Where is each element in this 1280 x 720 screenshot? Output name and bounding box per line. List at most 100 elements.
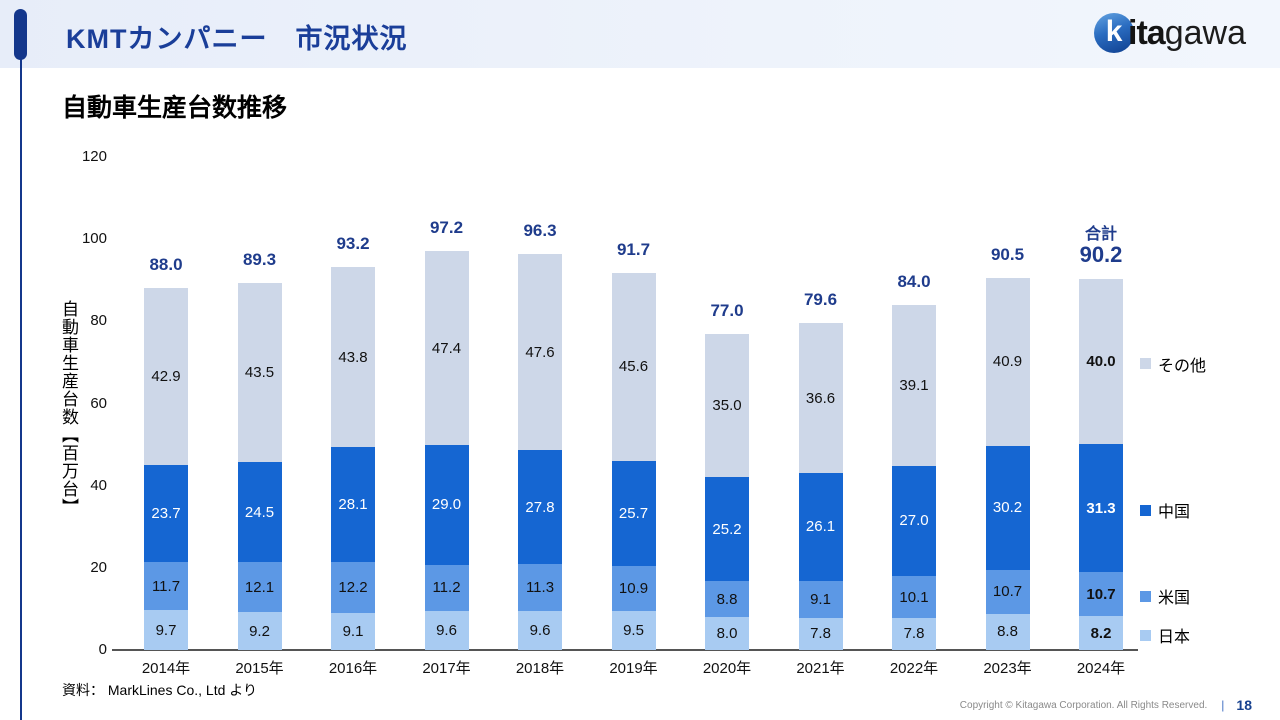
logo-text-bold: ita xyxy=(1128,13,1166,52)
y-axis-tick-label: 20 xyxy=(90,558,107,576)
bar-segment: 9.6 xyxy=(518,610,562,650)
bar-value-label: 7.8 xyxy=(810,625,831,643)
bar-segment: 30.2 xyxy=(985,445,1030,570)
bar-value-label: 8.0 xyxy=(716,625,738,643)
bar-segment: 25.2 xyxy=(705,477,749,581)
bar-value-label: 25.2 xyxy=(712,520,742,538)
bar-value-label: 11.7 xyxy=(151,577,181,595)
x-axis-category-label: 2021年 xyxy=(796,660,845,677)
bar-value-label: 40.9 xyxy=(992,353,1023,371)
bar-value-label: 9.6 xyxy=(436,621,457,639)
bar-segment: 8.2 xyxy=(1079,616,1123,650)
total-label: 96.3 xyxy=(523,221,557,241)
bar-value-label: 8.8 xyxy=(997,623,1018,641)
bar-segment: 29.0 xyxy=(424,445,469,565)
bar-value-label: 23.7 xyxy=(151,504,181,522)
bar-segment: 9.7 xyxy=(144,610,188,650)
logo-text-light: gawa xyxy=(1164,13,1246,52)
y-axis-tick-label: 40 xyxy=(90,476,107,494)
bar-segment: 28.1 xyxy=(331,447,375,563)
accent-vertical-line xyxy=(20,55,22,720)
legend-label: 米国 xyxy=(1158,590,1191,608)
y-axis-tick-label: 120 xyxy=(81,148,107,165)
kitagawa-logo: k ita gawa xyxy=(1094,13,1246,53)
bar-value-label: 10.1 xyxy=(899,588,929,606)
source-note: 資料： MarkLines Co., Ltd より xyxy=(62,682,257,698)
bar-value-label: 10.7 xyxy=(992,583,1023,601)
bar-segment: 47.4 xyxy=(424,250,469,446)
bar-value-label: 45.6 xyxy=(618,358,649,376)
bar-segment: 8.8 xyxy=(705,580,749,618)
bar-value-label: 9.7 xyxy=(155,621,177,639)
bar-segment: 9.6 xyxy=(424,610,469,650)
bar-segment: 9.1 xyxy=(331,612,375,650)
bar-value-label: 40.0 xyxy=(1086,353,1116,371)
total-label: 90.5 xyxy=(990,244,1025,264)
y-axis-tick-label: 100 xyxy=(81,230,107,248)
x-axis-category-label: 2024年 xyxy=(1076,660,1126,677)
x-axis-category-label: 2023年 xyxy=(983,660,1032,677)
bar-segment: 9.1 xyxy=(798,580,843,618)
page-title: KMTカンパニー 市況状況 xyxy=(66,24,408,54)
footer-separator: | xyxy=(1221,698,1225,712)
bar-value-label: 28.1 xyxy=(338,496,368,514)
bar-value-label: 35.0 xyxy=(712,397,742,415)
legend-label: その他 xyxy=(1158,357,1207,375)
bar-value-label: 12.2 xyxy=(338,579,368,597)
page-number: 18 xyxy=(1236,697,1252,713)
bar-value-label: 29.0 xyxy=(431,496,462,514)
total-label: 91.7 xyxy=(616,240,651,260)
bar-value-label: 43.8 xyxy=(338,348,368,366)
bar-segment: 10.9 xyxy=(611,566,656,611)
x-axis-category-label: 2018年 xyxy=(515,660,565,677)
total-label: 93.2 xyxy=(336,234,370,254)
bar-segment: 39.1 xyxy=(892,304,936,466)
legend-item-1: 日本 xyxy=(1140,623,1190,647)
legend-swatch-icon xyxy=(1140,629,1151,641)
copyright-text: Copyright © Kitagawa Corporation. All Ri… xyxy=(959,699,1208,711)
y-axis-title: 自動車生産台数【百万台】 xyxy=(59,300,78,516)
total-label: 90.2 xyxy=(1079,242,1123,268)
bar-value-label: 25.7 xyxy=(618,504,649,522)
chart-title: 自動車生産台数推移 xyxy=(62,94,288,122)
bar-segment: 27.8 xyxy=(518,449,562,565)
y-axis-tick-label: 80 xyxy=(90,312,107,330)
bar-segment: 9.2 xyxy=(237,612,282,650)
bar-segment: 27.0 xyxy=(892,465,936,577)
legend-item-2: 米国 xyxy=(1140,584,1190,608)
bar-segment: 12.2 xyxy=(331,562,375,613)
y-axis-tick-label: 60 xyxy=(90,394,107,412)
bar-segment: 10.7 xyxy=(1079,572,1123,617)
bar-value-label: 7.8 xyxy=(903,625,925,643)
bar-segment: 26.1 xyxy=(798,473,843,581)
legend-item-4: その他 xyxy=(1140,352,1206,376)
bar-value-label: 42.9 xyxy=(151,368,181,386)
bar-segment: 8.0 xyxy=(705,617,749,650)
x-axis-category-label: 2014年 xyxy=(141,660,191,677)
bar-value-label: 9.5 xyxy=(623,621,644,639)
bar-segment: 45.6 xyxy=(611,273,656,461)
legend-label: 日本 xyxy=(1158,629,1191,647)
x-axis-category-label: 2017年 xyxy=(422,660,471,677)
bar-value-label: 26.1 xyxy=(805,518,836,536)
bar-value-label: 31.3 xyxy=(1086,499,1116,517)
total-caption: 合計 xyxy=(1084,226,1117,244)
bar-value-label: 39.1 xyxy=(899,376,929,394)
total-label: 97.2 xyxy=(429,217,464,237)
bar-value-label: 9.1 xyxy=(810,590,831,608)
bar-value-label: 24.5 xyxy=(244,503,275,521)
bar-value-label: 47.4 xyxy=(431,339,462,357)
bar-segment: 8.8 xyxy=(985,613,1030,650)
bar-value-label: 11.2 xyxy=(432,579,461,597)
bar-value-label: 36.6 xyxy=(805,389,836,407)
total-label: 88.0 xyxy=(149,255,183,275)
total-label: 89.3 xyxy=(242,250,277,270)
x-axis-category-label: 2019年 xyxy=(609,660,658,677)
y-axis-tick-label: 0 xyxy=(98,641,107,658)
bar-value-label: 30.2 xyxy=(992,499,1023,517)
bar-value-label: 10.7 xyxy=(1086,585,1116,603)
bar-segment: 10.7 xyxy=(985,569,1030,614)
bar-value-label: 12.1 xyxy=(244,578,275,596)
bar-segment: 43.8 xyxy=(331,267,375,448)
